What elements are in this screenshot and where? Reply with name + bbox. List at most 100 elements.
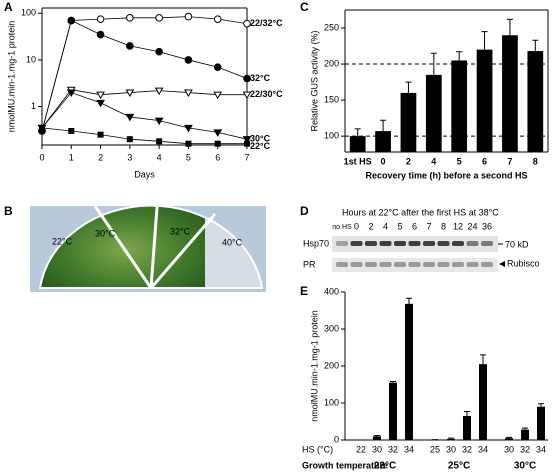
y-tick-label: 300 xyxy=(324,323,339,333)
band xyxy=(452,262,464,267)
marker xyxy=(184,124,193,133)
error-bar xyxy=(406,297,412,304)
band xyxy=(466,262,479,267)
band xyxy=(423,241,435,246)
marker xyxy=(126,136,133,143)
x-tick-label: 34 xyxy=(404,444,414,454)
error-bar xyxy=(390,381,396,383)
band xyxy=(394,262,406,267)
x-tick-label: 4 xyxy=(431,156,436,166)
lane-label: 6 xyxy=(412,221,417,231)
plate-photo xyxy=(30,193,266,292)
bar xyxy=(463,415,471,440)
marker xyxy=(242,136,252,144)
group-axis-label: Growth temperature xyxy=(302,460,388,470)
row-label: PR xyxy=(303,259,316,269)
marker xyxy=(97,131,104,138)
marker xyxy=(242,91,252,100)
series-line xyxy=(41,19,248,132)
x-tick-label: 30 xyxy=(504,444,514,454)
y-tick-label: 1 xyxy=(31,101,36,111)
band xyxy=(394,241,406,246)
marker xyxy=(213,91,223,100)
x-tick-label: 7 xyxy=(244,152,249,162)
marker xyxy=(243,19,251,28)
x-tick-label: 32 xyxy=(388,444,398,454)
blot-header: Hours at 22°C after the first HS at 38°C xyxy=(342,207,499,217)
band xyxy=(365,241,377,246)
x-tick-label: 30 xyxy=(446,444,456,454)
x-tick-label: 1st HS xyxy=(344,156,372,166)
x-tick-label: 2 xyxy=(406,156,411,166)
marker xyxy=(96,91,105,100)
x-tick-label: 6 xyxy=(482,156,487,166)
x-tick-label: 34 xyxy=(536,444,546,454)
marker xyxy=(66,89,76,98)
panel-label: B xyxy=(4,204,13,218)
band xyxy=(466,241,479,246)
x-tick-label: 7 xyxy=(507,156,512,166)
series-label: 22°C xyxy=(250,141,271,151)
marker xyxy=(184,89,193,98)
y-tick-label: 100 xyxy=(324,131,339,141)
lane-label: 7 xyxy=(426,221,431,231)
y-tick-label: 100 xyxy=(324,397,339,407)
group-label: 22°C xyxy=(374,461,396,472)
error-bar xyxy=(405,81,412,93)
band xyxy=(452,241,464,246)
band xyxy=(379,262,392,267)
marker xyxy=(244,140,250,147)
plate-label: 40°C xyxy=(222,237,243,247)
lane-label: 36 xyxy=(482,221,492,231)
x-tick-label: 5 xyxy=(457,156,462,166)
marker xyxy=(213,129,223,137)
plate-label: 32°C xyxy=(170,226,191,236)
marker xyxy=(155,14,163,22)
marker-label: Rubisco xyxy=(507,258,540,268)
marker xyxy=(185,140,192,147)
plate-label: 30°C xyxy=(95,228,116,238)
x-axis-label: HS (°C) xyxy=(302,444,333,454)
band xyxy=(481,262,493,267)
series-line xyxy=(41,92,248,140)
x-tick-label: 22 xyxy=(356,444,366,454)
series-line xyxy=(41,16,248,132)
marker xyxy=(68,127,75,134)
marker xyxy=(125,89,135,98)
error-bar xyxy=(380,119,387,132)
blot xyxy=(332,236,498,272)
y-tick-label: 250 xyxy=(324,22,339,32)
band xyxy=(336,241,348,246)
panel-label: C xyxy=(300,0,309,14)
marker-label: 70 kD xyxy=(505,239,529,249)
x-tick-label: 3 xyxy=(127,152,132,162)
bar xyxy=(451,60,468,153)
bar xyxy=(521,429,529,440)
lane-label: 5 xyxy=(397,221,402,231)
error-bar xyxy=(448,437,454,439)
bar xyxy=(400,92,417,152)
error-bar xyxy=(430,52,437,75)
error-bar xyxy=(538,403,544,407)
x-tick-label: 32 xyxy=(520,444,530,454)
bar xyxy=(349,136,366,152)
error-bar xyxy=(532,39,539,52)
marker xyxy=(96,30,105,39)
x-tick-label: 1 xyxy=(69,152,74,162)
band xyxy=(423,262,435,267)
bar xyxy=(502,35,518,153)
band xyxy=(437,262,450,267)
x-tick-label: 34 xyxy=(478,444,488,454)
x-tick-label: 0 xyxy=(381,156,386,166)
marker xyxy=(126,42,134,50)
marker xyxy=(154,117,164,126)
y-axis-label: Relative GUS activity (%) xyxy=(309,30,319,131)
x-tick-label: 2 xyxy=(98,152,103,162)
band xyxy=(336,262,348,267)
x-tick-label: 5 xyxy=(186,152,191,162)
bar xyxy=(373,436,381,440)
band xyxy=(350,262,363,267)
x-tick-label: 6 xyxy=(215,152,220,162)
series-label: 32°C xyxy=(250,73,271,83)
y-tick-label: 150 xyxy=(324,94,339,104)
